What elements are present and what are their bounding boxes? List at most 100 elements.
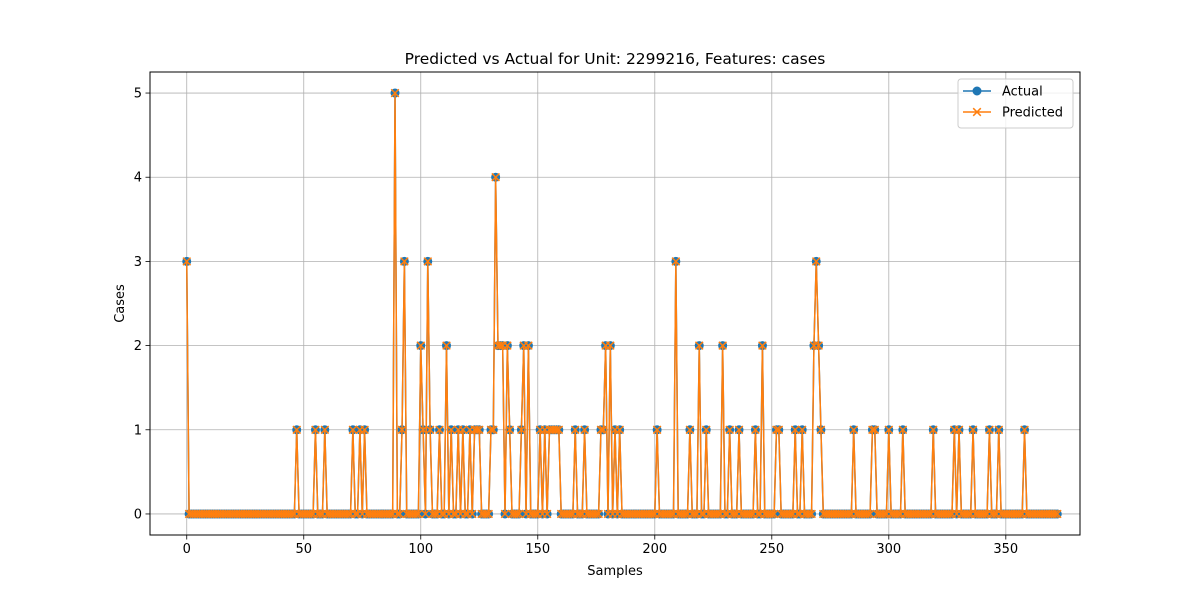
data-point-predicted	[985, 425, 994, 435]
data-point-predicted	[685, 425, 695, 435]
data-point-predicted	[928, 425, 938, 435]
data-point-predicted	[989, 509, 999, 519]
data-point-predicted	[484, 509, 493, 519]
data-point-predicted	[671, 257, 681, 266]
tick-layer: 0 50 100 150 200 250 300 350 0 1 2 3 4 5	[134, 87, 1019, 557]
x-tick-label: 300	[876, 542, 901, 557]
data-point-predicted	[458, 425, 468, 435]
data-point-predicted	[718, 341, 727, 350]
data-point-predicted	[793, 509, 802, 519]
data-point-predicted	[524, 341, 533, 350]
x-axis-label: Samples	[587, 564, 643, 579]
data-point-predicted	[423, 257, 433, 266]
data-point-predicted	[945, 509, 954, 519]
x-tick-label: 250	[759, 542, 784, 557]
data-point-predicted	[397, 425, 407, 435]
data-point-predicted	[725, 425, 735, 435]
x-tick-label: 150	[525, 542, 550, 557]
data-point-predicted	[531, 509, 540, 519]
data-point-predicted	[311, 425, 320, 435]
data-point-predicted	[320, 425, 330, 435]
legend-label-predicted: Predicted	[1002, 106, 1063, 121]
chart-title: Predicted vs Actual for Unit: 2299216, F…	[405, 50, 826, 68]
data-point-predicted	[804, 509, 814, 519]
data-point-predicted	[514, 509, 524, 519]
data-point-predicted	[1050, 509, 1060, 519]
data-point-predicted	[863, 509, 873, 519]
data-point-predicted	[421, 509, 430, 519]
data-point-predicted	[954, 425, 964, 435]
data-point-predicted	[400, 257, 409, 266]
data-point-predicted	[746, 509, 756, 519]
data-point-predicted	[580, 425, 589, 435]
data-point-predicted	[182, 257, 192, 266]
data-point-predicted	[495, 341, 505, 350]
y-tick-label: 1	[134, 423, 142, 438]
data-point-predicted	[435, 425, 444, 435]
data-point-predicted	[605, 341, 615, 350]
x-tick-label: 350	[993, 542, 1018, 557]
data-point-predicted	[807, 509, 816, 519]
legend-marker-actual	[972, 86, 982, 96]
y-tick-label: 4	[134, 171, 142, 186]
data-point-predicted	[648, 509, 657, 519]
data-point-predicted	[884, 425, 894, 435]
data-point-predicted	[500, 509, 510, 519]
data-point-predicted	[893, 509, 903, 519]
y-tick-label: 0	[134, 507, 142, 522]
data-point-predicted	[348, 425, 358, 435]
data-point-predicted	[797, 425, 807, 435]
data-point-predicted	[769, 509, 779, 519]
y-tick-label: 3	[134, 255, 142, 270]
data-point-predicted	[350, 509, 360, 519]
data-point-predicted	[395, 509, 405, 519]
data-point-predicted	[437, 509, 447, 519]
data-point-predicted	[615, 425, 625, 435]
data-point-predicted	[512, 509, 522, 519]
data-point-predicted	[287, 509, 297, 519]
x-tick-label: 50	[295, 542, 312, 557]
data-point-predicted	[416, 341, 426, 350]
y-tick-label: 5	[134, 87, 142, 102]
legend-label-actual: Actual	[1002, 85, 1043, 100]
data-point-predicted	[517, 425, 526, 435]
data-point-predicted	[879, 509, 889, 519]
data-point-predicted	[503, 341, 512, 350]
plot-frame	[149, 71, 1081, 536]
data-point-predicted	[542, 509, 552, 519]
data-point-predicted	[449, 509, 458, 519]
legend-entries: Actual Predicted	[963, 85, 1063, 121]
data-point-predicted	[474, 425, 484, 435]
series-layer	[182, 88, 1062, 519]
data-point-predicted	[844, 509, 854, 519]
data-point-predicted	[570, 425, 580, 435]
data-point-predicted	[924, 509, 933, 519]
data-point-predicted	[481, 509, 491, 519]
data-point-predicted	[594, 509, 603, 519]
legend-marker-predicted	[972, 107, 982, 117]
data-point-predicted	[898, 425, 908, 435]
x-tick-label: 200	[642, 542, 667, 557]
data-point-predicted	[467, 509, 477, 519]
data-point-predicted	[811, 257, 821, 266]
data-point-predicted	[411, 509, 421, 519]
data-point-predicted	[596, 425, 606, 435]
data-point-predicted	[575, 509, 585, 519]
data-point-predicted	[694, 341, 704, 350]
data-point-predicted	[713, 509, 723, 519]
data-point-predicted	[414, 509, 423, 519]
data-point-predicted	[390, 88, 400, 98]
data-point-predicted	[690, 509, 699, 519]
data-point-predicted	[680, 509, 690, 519]
data-point-predicted	[343, 509, 353, 519]
data-point-predicted	[386, 509, 395, 519]
data-point-predicted	[666, 509, 676, 519]
data-point-predicted	[980, 509, 990, 519]
y-axis-label: Cases	[113, 284, 128, 323]
data-point-predicted	[1015, 509, 1025, 519]
data-point-predicted	[488, 425, 498, 435]
data-point-predicted	[292, 425, 302, 435]
data-point-predicted	[1052, 509, 1062, 519]
